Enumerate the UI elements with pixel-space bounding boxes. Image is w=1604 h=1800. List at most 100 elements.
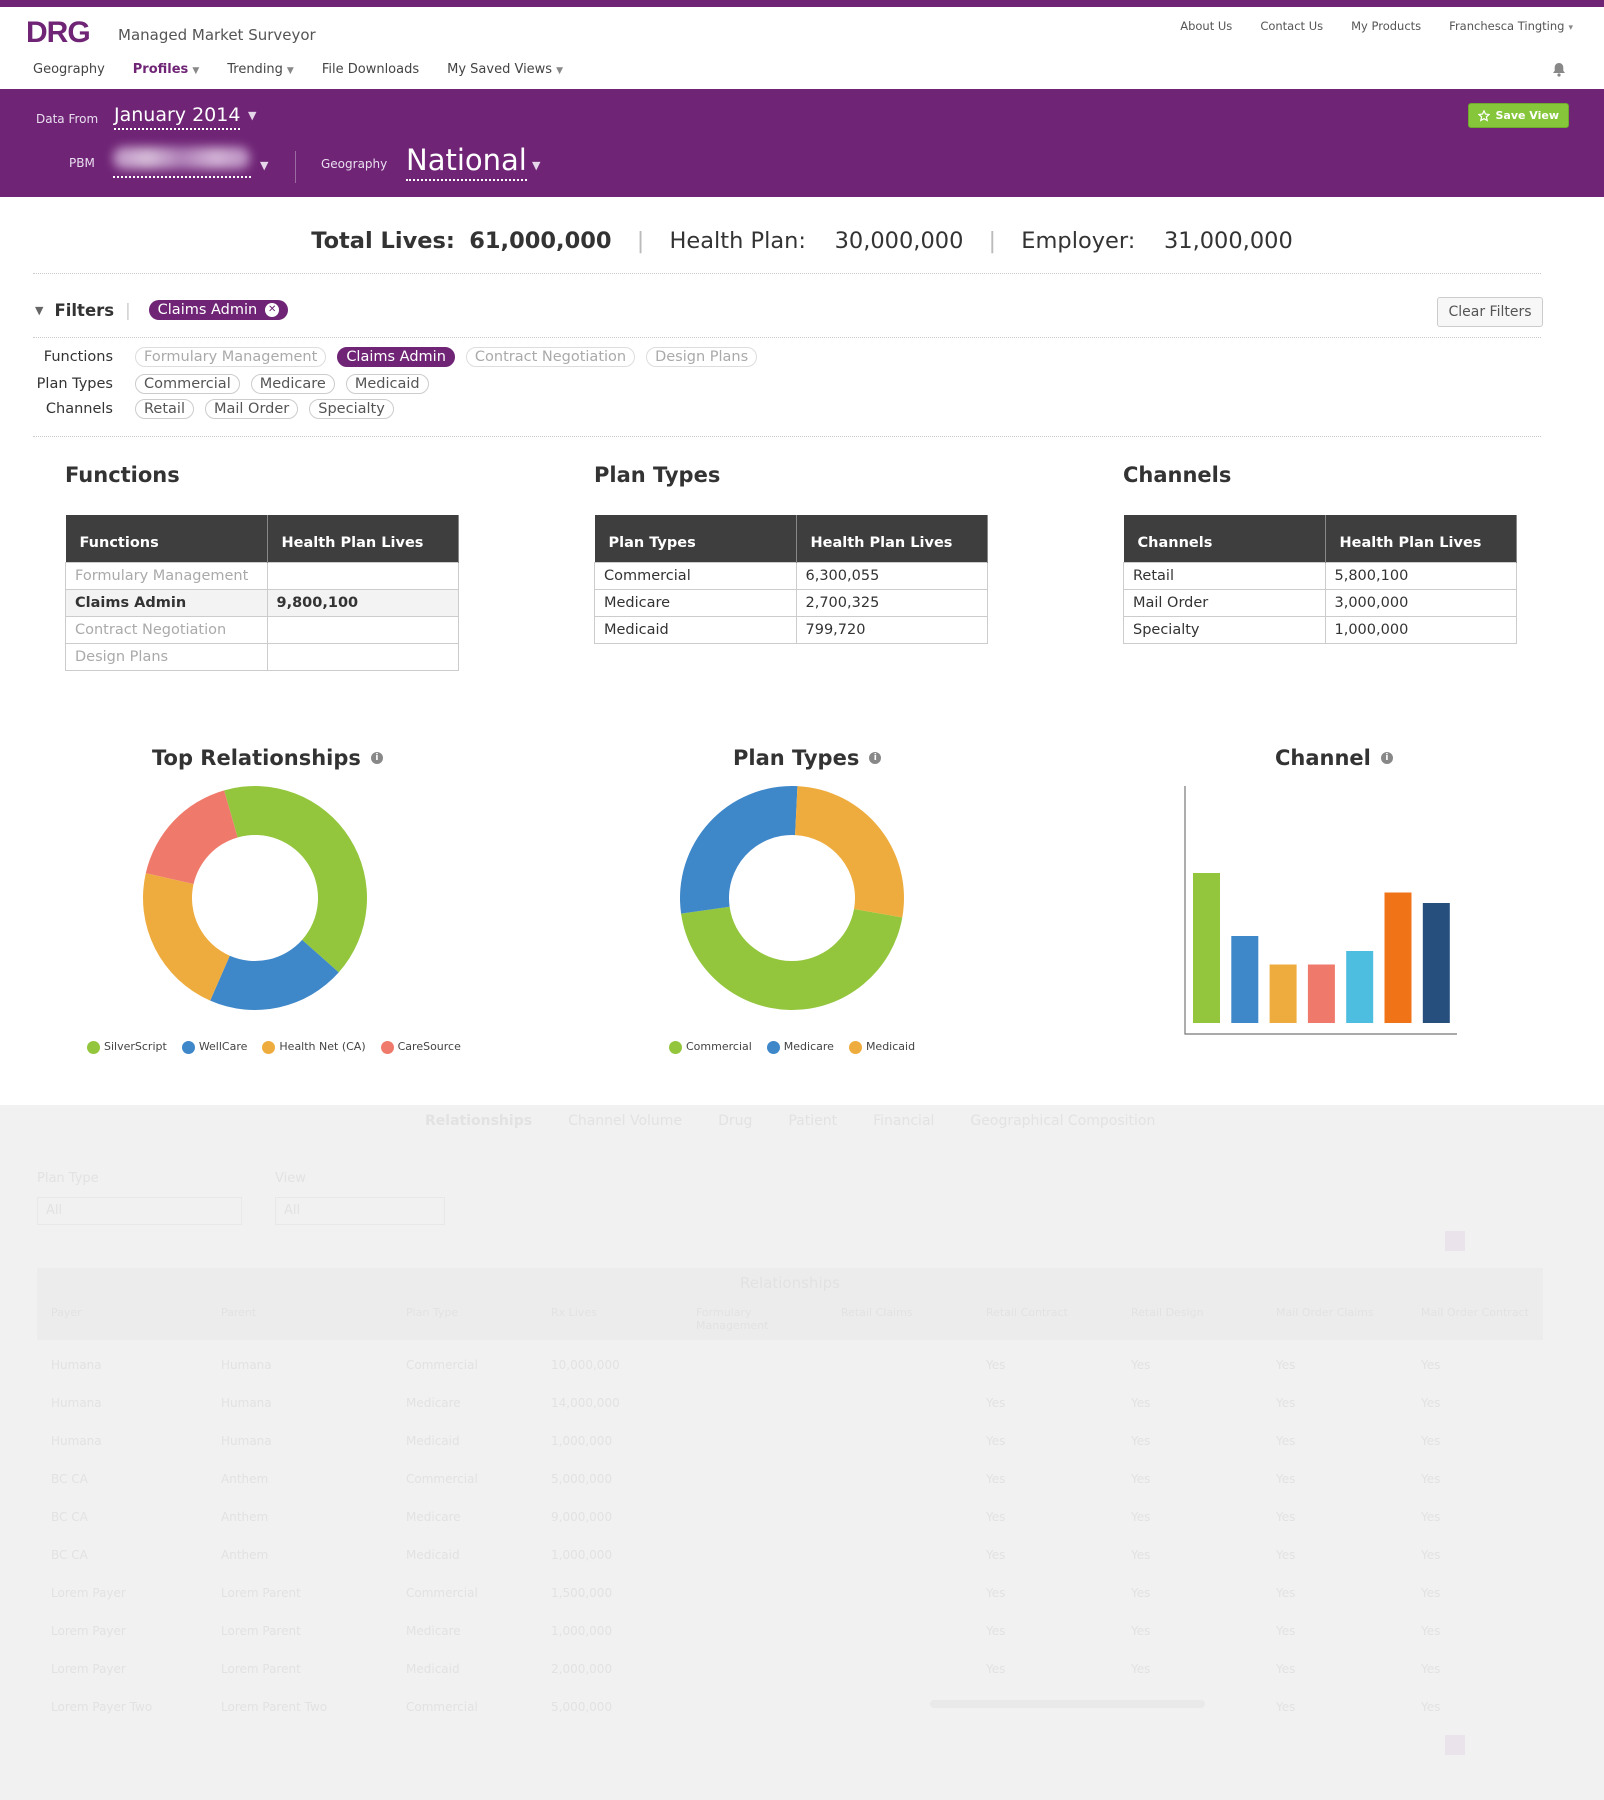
plan-type-select[interactable]: All	[37, 1197, 242, 1225]
donut-slice-health-net-ca-[interactable]	[143, 873, 230, 1001]
filter-pill[interactable]: Retail	[135, 399, 194, 419]
donut-slice-wellcare[interactable]	[210, 939, 339, 1010]
channel-bar[interactable]	[1231, 936, 1259, 1023]
filter-row-label: Functions	[43, 349, 113, 365]
tab-patient[interactable]: Patient	[788, 1113, 838, 1129]
pagination-current[interactable]	[1445, 1735, 1465, 1755]
clear-filters-button[interactable]: Clear Filters	[1437, 297, 1543, 327]
filter-pill[interactable]: Medicare	[250, 374, 335, 394]
filter-pill[interactable]: Specialty	[309, 399, 394, 419]
tab-drug[interactable]: Drug	[718, 1113, 753, 1129]
drg-logo[interactable]: DRG	[26, 16, 106, 50]
relationships-columns: Payer Parent Plan Type Rx Lives Formulary Ma…	[37, 1292, 1543, 1332]
geography-select[interactable]: National	[406, 143, 527, 181]
column-header[interactable]: Retail Design	[1131, 1306, 1204, 1319]
about-us-link[interactable]: About Us	[1180, 19, 1233, 33]
table-cell: 14,000,000	[551, 1396, 620, 1410]
remove-filter-icon[interactable]: ✕	[265, 303, 280, 317]
view-select[interactable]: All	[275, 1197, 445, 1225]
column-header[interactable]: Retail Contract	[986, 1306, 1068, 1319]
table-row[interactable]: BC CA Anthem Commercial 5,000,000 Yes Yes Yes Y…	[37, 1460, 1543, 1498]
pagination-current[interactable]	[1445, 1231, 1465, 1251]
table-cell: Yes	[1421, 1510, 1441, 1524]
summary-table-channels: Channels Health Plan Lives Retail 5,800,100…	[1123, 515, 1517, 644]
save-view-button[interactable]: Save View	[1468, 103, 1569, 128]
column-header[interactable]: Mail Order Contract	[1421, 1306, 1529, 1319]
tab-channel-volume[interactable]: Channel Volume	[568, 1113, 683, 1129]
table-row[interactable]: Lorem Payer Lorem Parent Medicare 1,000,000…	[37, 1612, 1543, 1650]
channel-bar[interactable]	[1384, 892, 1412, 1024]
table-row[interactable]: Humana Humana Medicaid 1,000,000 Yes Yes Yes Ye…	[37, 1422, 1543, 1460]
column-header[interactable]: Parent	[221, 1306, 257, 1319]
filter-pill[interactable]: Formulary Management	[135, 347, 327, 367]
column-header[interactable]: Retail Claims	[841, 1306, 913, 1319]
column-header[interactable]: Payer	[51, 1306, 82, 1319]
nav-my-saved-views[interactable]: My Saved Views ▼	[447, 62, 563, 77]
info-icon[interactable]: i	[869, 752, 882, 764]
legend-item[interactable]: Health Net (CA)	[262, 1040, 366, 1054]
channel-bar[interactable]	[1307, 964, 1335, 1024]
filters-toggle[interactable]: ▼ Filters | Claims Admin ✕	[35, 300, 289, 320]
tab-geographical-composition[interactable]: Geographical Composition	[970, 1113, 1156, 1129]
donut-slice-medicare[interactable]	[680, 786, 798, 914]
table-row[interactable]: BC CA Anthem Medicare 9,000,000 Yes Yes Yes Yes	[37, 1498, 1543, 1536]
channel-bar[interactable]	[1269, 964, 1297, 1024]
filter-pill[interactable]: Design Plans	[646, 347, 758, 367]
employer-value: 31,000,000	[1163, 228, 1293, 254]
table-row[interactable]: Lorem Payer Two Lorem Parent Two Commercia…	[37, 1688, 1543, 1726]
nav-label: My Saved Views	[447, 62, 553, 77]
channel-bar[interactable]	[1346, 951, 1374, 1023]
info-icon[interactable]: i	[370, 752, 383, 764]
filter-pill[interactable]: Commercial	[135, 374, 240, 394]
info-icon[interactable]: i	[1380, 752, 1393, 764]
column-header[interactable]: Formulary Management	[696, 1306, 769, 1332]
legend-swatch	[181, 1040, 195, 1054]
donut-slice-silverscript[interactable]	[224, 786, 368, 973]
donut-slice-caresource[interactable]	[145, 790, 238, 885]
table-row[interactable]: Lorem Payer Lorem Parent Medicaid 2,000,000…	[37, 1650, 1543, 1688]
table-row[interactable]: BC CA Anthem Medicaid 1,000,000 Yes Yes Yes Yes	[37, 1536, 1543, 1574]
column-header[interactable]: Rx Lives	[551, 1306, 597, 1319]
table-cell: 9,000,000	[551, 1510, 613, 1524]
caret-down-icon[interactable]: ▼	[260, 159, 269, 172]
tab-relationships[interactable]: Relationships	[425, 1113, 533, 1129]
tab-financial[interactable]: Financial	[873, 1113, 935, 1129]
nav-profiles[interactable]: Profiles ▼	[133, 62, 199, 77]
table-cell: Anthem	[221, 1510, 269, 1524]
nav-file-downloads[interactable]: File Downloads	[322, 62, 419, 77]
legend-item[interactable]: CareSource	[380, 1040, 461, 1054]
channel-bar[interactable]	[1422, 903, 1450, 1023]
filter-pill[interactable]: Mail Order	[204, 399, 299, 419]
active-filter-chip[interactable]: Claims Admin ✕	[148, 300, 289, 320]
legend-item[interactable]: Commercial	[669, 1040, 752, 1054]
legend-label: WellCare	[198, 1040, 248, 1053]
filter-pill[interactable]: Contract Negotiation	[465, 347, 636, 367]
table-row[interactable]: Humana Humana Medicare 14,000,000 Yes Yes Yes Y…	[37, 1384, 1543, 1422]
filter-pill[interactable]: Claims Admin	[337, 347, 455, 367]
data-from-select[interactable]: January 2014	[114, 104, 241, 130]
legend-item[interactable]: WellCare	[181, 1040, 248, 1054]
nav-trending[interactable]: Trending ▼	[227, 62, 294, 77]
legend-item[interactable]: SilverScript	[87, 1040, 167, 1054]
caret-down-icon[interactable]: ▼	[248, 109, 257, 122]
pbm-select-redacted[interactable]	[113, 147, 250, 169]
table-row[interactable]: Humana Humana Commercial 10,000,000 Yes Yes Ye…	[37, 1346, 1543, 1384]
caret-down-icon[interactable]: ▼	[532, 159, 541, 172]
user-menu[interactable]: Franchesca Tingting ▾	[1449, 19, 1573, 33]
table-cell: Yes	[1131, 1434, 1151, 1448]
channel-bar[interactable]	[1193, 873, 1220, 1023]
donut-slice-medicaid[interactable]	[795, 786, 904, 918]
column-header[interactable]: Plan Type	[406, 1306, 459, 1319]
contact-us-link[interactable]: Contact Us	[1260, 19, 1324, 33]
table-row[interactable]: Lorem Payer Lorem Parent Commercial 1,500,0…	[37, 1574, 1543, 1612]
legend-item[interactable]: Medicare	[766, 1040, 834, 1054]
column-header[interactable]: Mail Order Claims	[1276, 1306, 1374, 1319]
bell-icon[interactable]	[1552, 62, 1566, 81]
horizontal-scrollbar[interactable]	[930, 1700, 1205, 1708]
my-products-link[interactable]: My Products	[1351, 19, 1422, 33]
filter-pill[interactable]: Medicaid	[345, 374, 429, 394]
legend-item[interactable]: Medicaid	[848, 1040, 915, 1054]
nav-geography[interactable]: Geography	[33, 62, 105, 77]
filters-title: Filters	[54, 300, 115, 320]
donut-slice-commercial[interactable]	[681, 906, 903, 1010]
